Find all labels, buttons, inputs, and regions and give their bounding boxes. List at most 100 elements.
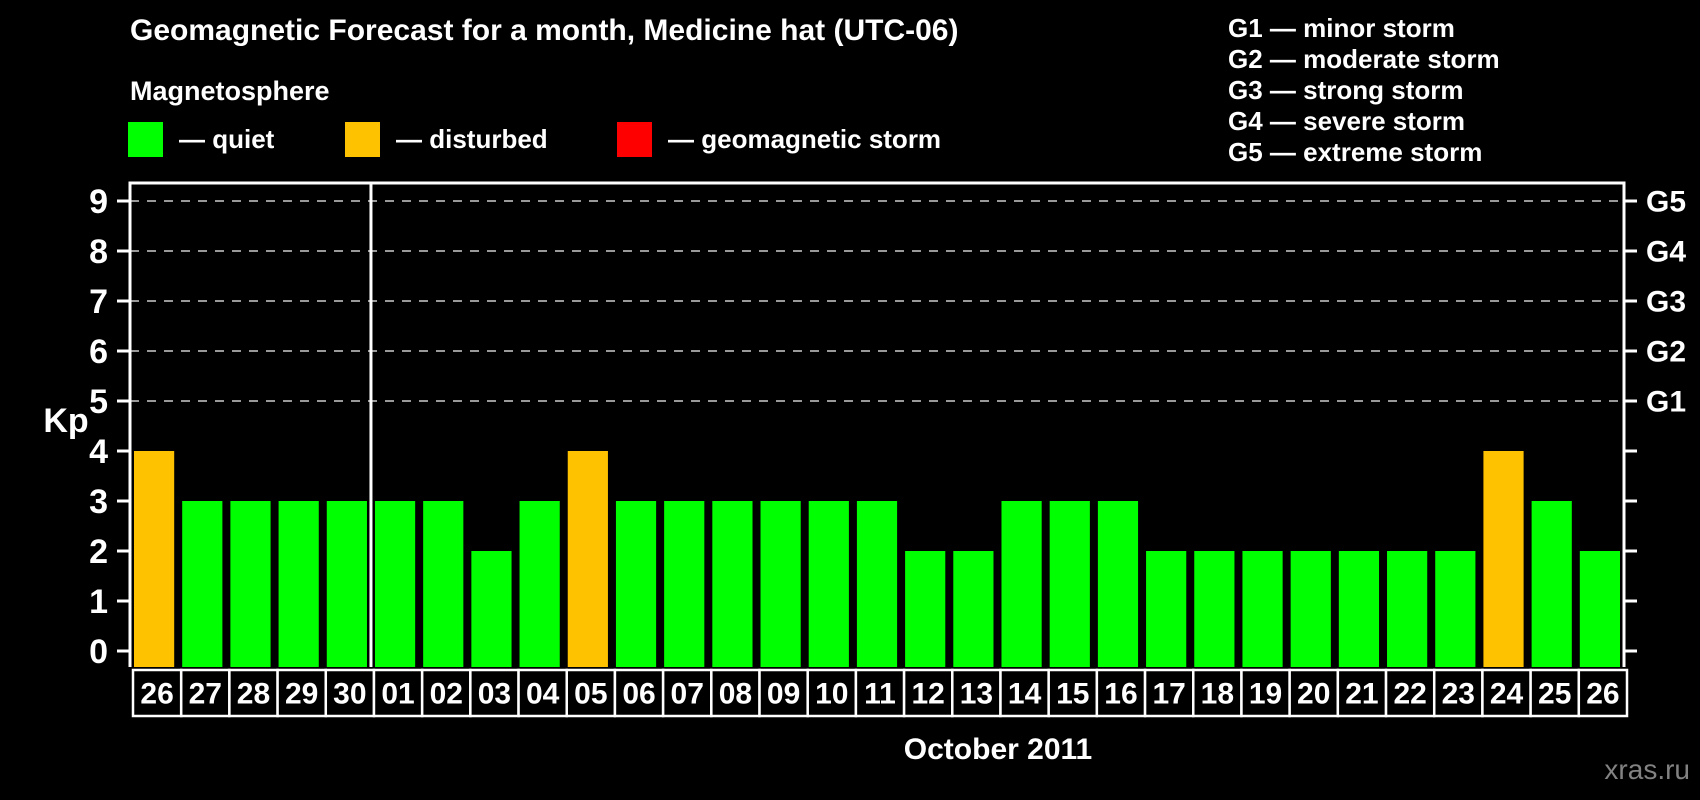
quiet-legend-label: — quiet (179, 123, 275, 154)
g-scale-legend: G1 — minor storm G2 — moderate storm G3 … (1228, 13, 1500, 168)
right-axis-label-G1: G1 (1646, 386, 1686, 419)
kp-bar-day-25 (1531, 501, 1572, 667)
y-axis-label-2: 2 (89, 533, 108, 571)
day-label-box (1047, 668, 1099, 718)
y-axis-label-5: 5 (89, 383, 108, 421)
day-label: 16 (1104, 678, 1137, 711)
day-label: 14 (1008, 678, 1042, 711)
day-label-box (806, 668, 858, 718)
g1-legend-line: G1 — minor storm (1228, 13, 1455, 43)
day-label: 29 (285, 678, 318, 711)
kp-bar-day-29 (278, 501, 319, 667)
y-axis-label-1: 1 (89, 583, 108, 621)
kp-bar-day-15 (1049, 501, 1090, 667)
kp-bar-day-06 (615, 501, 657, 667)
day-label: 05 (574, 678, 607, 711)
g3-legend-line: G3 — strong storm (1228, 75, 1464, 105)
day-label: 25 (1538, 678, 1571, 711)
day-label-box (276, 668, 328, 718)
day-label-box (1481, 668, 1532, 718)
day-label: 24 (1490, 678, 1524, 711)
kp-bar-day-13 (953, 551, 994, 667)
day-label: 12 (912, 678, 945, 711)
month-label: October 2011 (903, 733, 1093, 766)
kp-bar-day-18 (1194, 551, 1235, 667)
day-label-box (854, 668, 906, 718)
magnetosphere-label: Magnetosphere (130, 76, 330, 106)
right-axis-label-G5: G5 (1646, 186, 1686, 219)
kp-bar-day-28 (230, 501, 271, 667)
day-label-box (1432, 668, 1484, 718)
kp-bar-day-23 (1435, 551, 1476, 667)
day-label-box (758, 668, 809, 718)
day-label-box (951, 668, 1002, 718)
kp-bar-day-11 (856, 501, 898, 667)
disturbed-color-swatch (345, 121, 380, 157)
day-label: 18 (1201, 678, 1234, 711)
day-label: 19 (1249, 678, 1282, 711)
right-axis-label-G3: G3 (1646, 286, 1686, 319)
kp-bar-day-01 (374, 501, 416, 667)
day-label-box (565, 668, 617, 718)
kp-bar-day-05 (567, 451, 608, 667)
day-label: 13 (960, 678, 993, 711)
quiet-color-swatch (128, 121, 163, 157)
legend-item-storm: — geomagnetic storm (617, 120, 941, 158)
day-label-box (228, 668, 279, 718)
storm-legend-label: — geomagnetic storm (668, 123, 942, 154)
y-axis-label-0: 0 (89, 633, 108, 671)
kp-axis-label: Kp (43, 402, 89, 440)
day-label-box (420, 668, 472, 718)
kp-bar-day-27 (182, 501, 223, 667)
kp-bar-day-04 (519, 501, 560, 667)
day-label-box (179, 668, 231, 718)
g2-legend-line: G2 — moderate storm (1228, 44, 1500, 74)
day-label: 28 (237, 678, 270, 711)
day-label: 17 (1152, 678, 1185, 711)
day-label-box (131, 668, 183, 718)
g5-legend-line: G5 — extreme storm (1228, 137, 1483, 167)
day-label-box (469, 668, 520, 718)
day-label: 08 (719, 678, 752, 711)
kp-bar-day-30 (326, 501, 367, 667)
day-label: 02 (430, 678, 463, 711)
right-axis-label-G4: G4 (1646, 236, 1686, 269)
day-label-box (1143, 668, 1195, 718)
day-label-box (613, 668, 665, 718)
kp-bar-day-10 (808, 501, 849, 667)
kp-bar-day-07 (664, 501, 705, 667)
day-label: 04 (526, 678, 560, 711)
day-label: 15 (1056, 678, 1089, 711)
kp-bar-day-03 (471, 551, 512, 667)
day-label-box (1240, 668, 1291, 718)
kp-bar-day-22 (1387, 551, 1428, 667)
day-label: 23 (1442, 678, 1475, 711)
day-label: 01 (381, 678, 414, 711)
legend-item-quiet: — quiet (128, 120, 274, 158)
watermark: xras.ru (1604, 754, 1690, 785)
y-axis-label-9: 9 (89, 183, 108, 221)
day-label: 03 (478, 678, 511, 711)
kp-bar-day-12 (905, 551, 946, 667)
legend-item-disturbed: — disturbed (345, 120, 548, 158)
day-label-box (1577, 668, 1629, 718)
day-label: 21 (1345, 678, 1378, 711)
kp-bar-day-16 (1097, 501, 1139, 667)
day-label-box (1336, 668, 1388, 718)
kp-bar-day-02 (423, 501, 464, 667)
kp-bar-day-17 (1146, 551, 1187, 667)
y-axis-label-8: 8 (89, 233, 108, 271)
day-label-box (372, 668, 424, 718)
day-label: 06 (622, 678, 655, 711)
chart-title: Geomagnetic Forecast for a month, Medici… (130, 14, 959, 47)
day-label: 27 (189, 678, 222, 711)
y-axis-label-7: 7 (89, 283, 108, 321)
kp-bar-day-26 (1579, 551, 1620, 667)
day-label: 20 (1297, 678, 1330, 711)
kp-bar-day-14 (1001, 501, 1042, 667)
kp-bar-day-19 (1242, 551, 1283, 667)
disturbed-legend-label: — disturbed (396, 123, 548, 154)
day-label: 07 (671, 678, 704, 711)
kp-bar-day-20 (1290, 551, 1331, 667)
